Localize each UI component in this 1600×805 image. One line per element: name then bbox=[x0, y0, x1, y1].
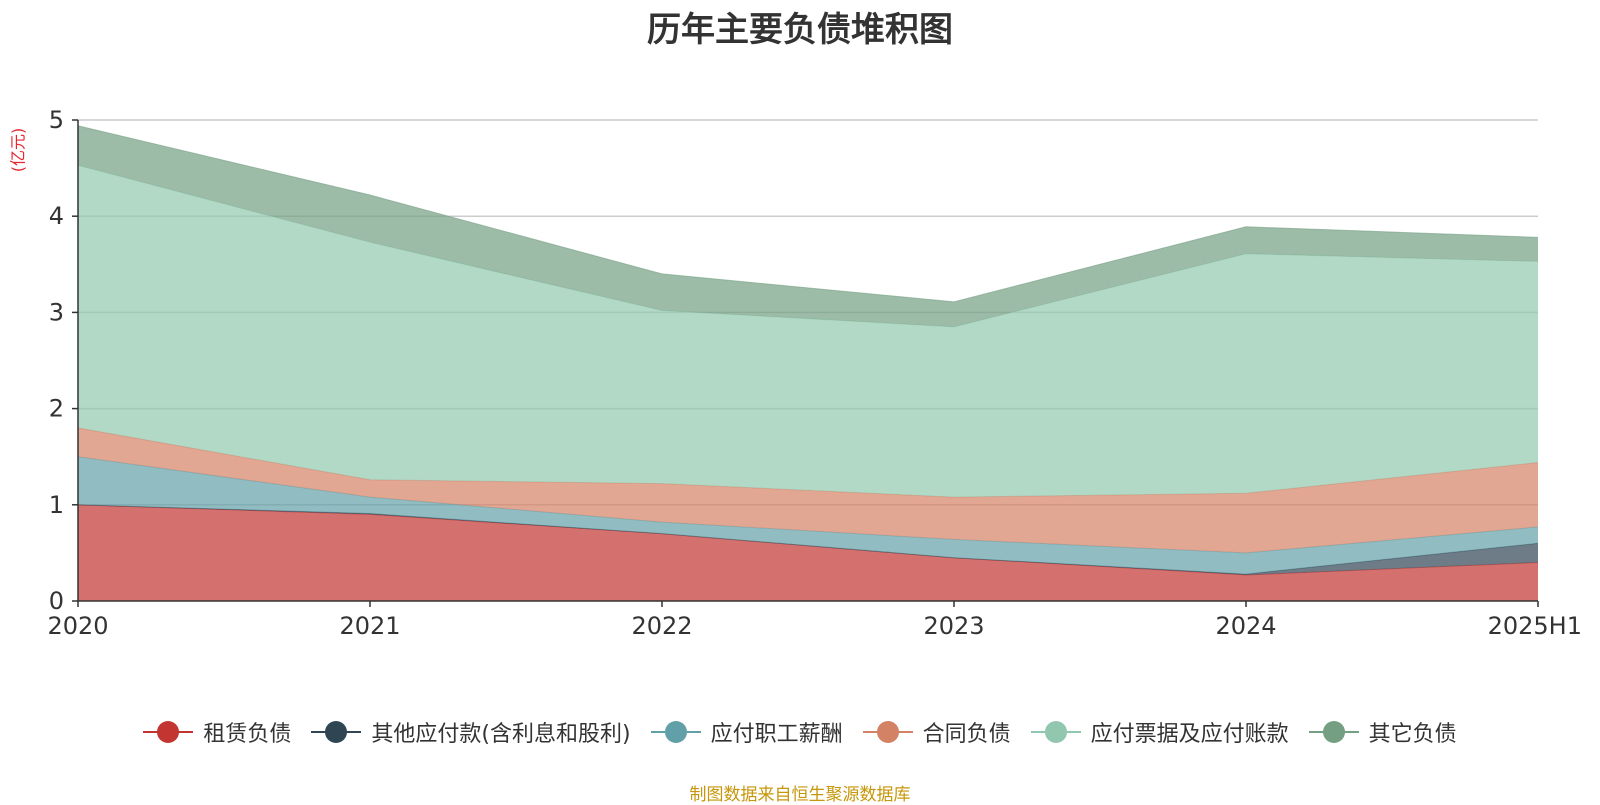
legend-marker-icon bbox=[651, 720, 701, 744]
legend-item-2[interactable]: 应付职工薪酬 bbox=[651, 716, 843, 748]
legend-marker-icon bbox=[863, 720, 913, 744]
legend-marker-icon bbox=[143, 720, 193, 744]
y-tick-label-5: 5 bbox=[49, 106, 64, 134]
legend-marker-icon bbox=[1031, 720, 1081, 744]
legend-label: 租赁负债 bbox=[203, 716, 291, 748]
chart-plot-area: 0 1 2 3 4 5 2020 2021 2022 2023 2024 2025H1 bbox=[0, 0, 1600, 700]
y-tick-label-3: 3 bbox=[49, 298, 64, 326]
legend-label: 其他应付款(含利息和股利) bbox=[371, 716, 630, 748]
legend-label: 应付票据及应付账款 bbox=[1091, 716, 1289, 748]
source-note: 制图数据来自恒生聚源数据库 bbox=[0, 780, 1600, 805]
x-tick-label-2: 2022 bbox=[631, 612, 692, 640]
legend-item-0[interactable]: 租赁负债 bbox=[143, 716, 291, 748]
legend-item-4[interactable]: 应付票据及应付账款 bbox=[1031, 716, 1289, 748]
x-tick-label-3: 2023 bbox=[923, 612, 984, 640]
y-tick-label-4: 4 bbox=[49, 202, 64, 230]
x-tick-label-0: 2020 bbox=[47, 612, 108, 640]
x-tick-label-4: 2024 bbox=[1215, 612, 1276, 640]
y-tick-label-2: 2 bbox=[49, 395, 64, 423]
chart-legend: 租赁负债 其他应付款(含利息和股利) 应付职工薪酬 合同负债 应付票据及应付账款 其它负债 bbox=[0, 716, 1600, 748]
legend-marker-icon bbox=[311, 720, 361, 744]
legend-item-5[interactable]: 其它负债 bbox=[1309, 716, 1457, 748]
x-tick-label-1: 2021 bbox=[339, 612, 400, 640]
legend-label: 合同负债 bbox=[923, 716, 1011, 748]
legend-item-1[interactable]: 其他应付款(含利息和股利) bbox=[311, 716, 630, 748]
legend-item-3[interactable]: 合同负债 bbox=[863, 716, 1011, 748]
x-tick-label-5: 2025H1 bbox=[1488, 612, 1582, 640]
y-tick-label-0: 0 bbox=[49, 587, 64, 615]
legend-marker-icon bbox=[1309, 720, 1359, 744]
y-tick-label-1: 1 bbox=[49, 491, 64, 519]
legend-label: 应付职工薪酬 bbox=[711, 716, 843, 748]
legend-label: 其它负债 bbox=[1369, 716, 1457, 748]
